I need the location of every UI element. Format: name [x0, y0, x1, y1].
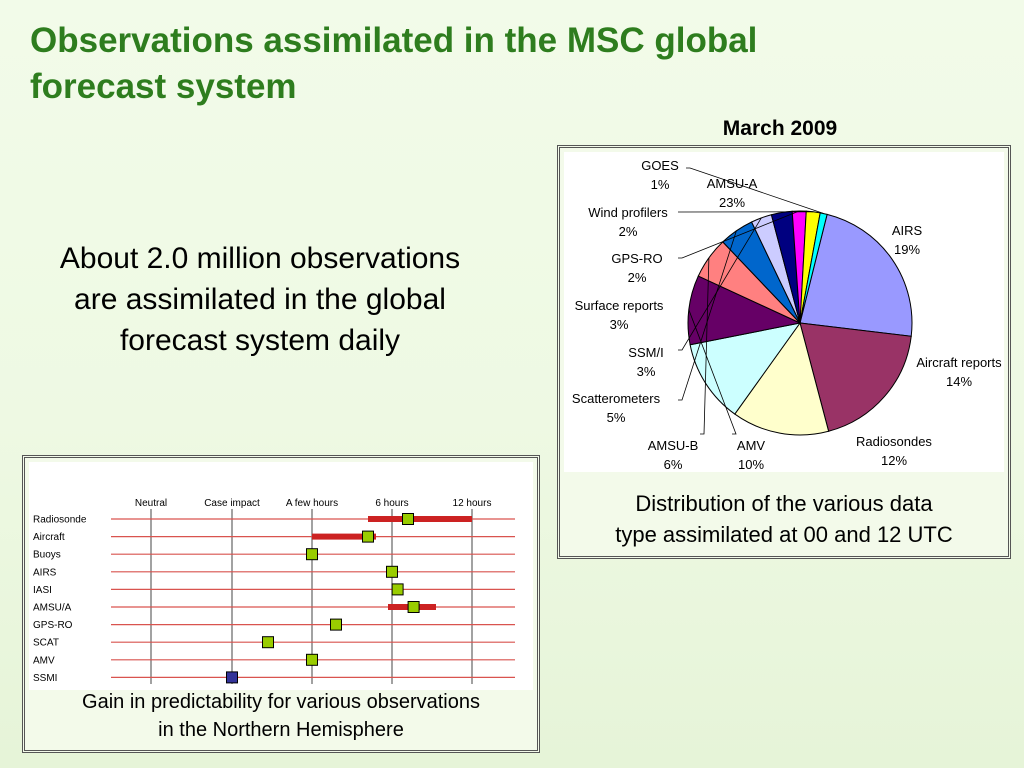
- marker-aircraft: [362, 530, 374, 543]
- column-header-6-hours: 6 hours: [375, 498, 408, 509]
- column-header-neutral: Neutral: [135, 498, 167, 509]
- pie-value-goes: 1%: [651, 177, 670, 192]
- marker-ssmi: [226, 671, 238, 684]
- pie-label-amsu-b: AMSU-B: [648, 438, 699, 453]
- pie-value-airs: 19%: [894, 242, 920, 257]
- slide-title-line2: forecast system: [30, 67, 297, 106]
- pie-value-amsu-a: 23%: [719, 195, 745, 210]
- pie-label-wind-profilers: Wind profilers: [588, 205, 668, 220]
- marker-gps-ro: [330, 618, 342, 631]
- pie-value-aircraft-reports: 14%: [946, 374, 972, 389]
- pie-chart-title: March 2009: [722, 117, 838, 140]
- gain-caption-line2: in the Northern Hemisphere: [158, 719, 404, 741]
- pie-label-gps-ro: GPS-RO: [611, 251, 662, 266]
- pie-value-surface-reports: 3%: [610, 317, 629, 332]
- range-bar-aircraft: [312, 533, 376, 540]
- pie-label-surface-reports: Surface reports: [575, 298, 664, 313]
- pie-caption-line2: type assimilated at 00 and 12 UTC: [615, 522, 953, 547]
- row-label-amv: AMV: [33, 655, 55, 666]
- pie-chart-caption: Distribution of the various data type as…: [560, 488, 1008, 550]
- row-label-iasi: IASI: [33, 585, 52, 596]
- predictability-chart-caption: Gain in predictability for various obser…: [25, 688, 537, 744]
- pie-value-scatterometers: 5%: [607, 410, 626, 425]
- row-label-buoys: Buoys: [33, 550, 61, 561]
- pie-chart: AMSU-A 23% AIRS 19% Aircraft reports 14% Radio…: [572, 158, 1002, 472]
- slide-title: Observations assimilated in the MSC glob…: [30, 18, 930, 110]
- pie-label-radiosondes: Radiosondes: [856, 434, 932, 449]
- marker-amv: [306, 653, 318, 666]
- pie-label-amv: AMV: [737, 438, 766, 453]
- predictability-chart-area: Neutral Case impact A few hours 6 hours 12 h…: [29, 462, 533, 690]
- pie-label-goes: GOES: [641, 158, 679, 173]
- pie-label-amsu-a: AMSU-A: [707, 176, 758, 191]
- marker-radiosonde: [402, 513, 414, 525]
- pie-label-aircraft-reports: Aircraft reports: [916, 355, 1002, 370]
- pie-slice-aircraft-reports: [734, 321, 830, 436]
- pie-leader-line-gps-ro: [678, 210, 800, 259]
- observations-claim: About 2.0 million observations are assim…: [30, 238, 490, 361]
- row-label-gps-ro: GPS-RO: [33, 620, 73, 631]
- row-label-aircraft: Aircraft: [33, 532, 65, 543]
- row-label-radiosonde: Radiosonde: [33, 515, 87, 526]
- row-label-amsu-a: AMSU/A: [33, 603, 72, 614]
- marker-iasi: [391, 583, 404, 596]
- pie-leader-line-goes: [686, 167, 824, 214]
- range-bar-radiosonde: [368, 516, 472, 522]
- claim-line2: are assimilated in the global: [74, 283, 446, 316]
- pie-leader-line-scatterometers: [678, 230, 737, 401]
- pie-value-wind-profilers: 2%: [619, 224, 638, 239]
- row-label-scat: SCAT: [33, 638, 59, 649]
- pie-leader-line-ssm-i: [678, 217, 762, 351]
- pie-value-amv: 10%: [738, 457, 764, 472]
- column-header-case-impact: Case impact: [204, 498, 260, 509]
- pie-value-amsu-b: 6%: [664, 457, 683, 472]
- pie-value-ssm-i: 3%: [637, 364, 656, 379]
- pie-caption-line1: Distribution of the various data: [635, 491, 933, 516]
- predictability-chart: Neutral Case impact A few hours 6 hours 12 h…: [33, 498, 515, 684]
- pie-slice-amsu-a: [799, 213, 913, 337]
- column-header-a-few-hours: A few hours: [286, 498, 338, 509]
- column-header-12-hours: 12 hours: [453, 498, 492, 509]
- row-label-airs: AIRS: [33, 567, 57, 578]
- pie-label-scatterometers: Scatterometers: [572, 391, 661, 406]
- pie-chart-area: AMSU-A 23% AIRS 19% Aircraft reports 14% Radio…: [564, 152, 1004, 472]
- predictability-chart-panel: Neutral Case impact A few hours 6 hours 12 h…: [22, 455, 540, 753]
- pie-value-radiosondes: 12%: [881, 453, 907, 468]
- pie-value-gps-ro: 2%: [628, 270, 647, 285]
- marker-buoys: [306, 548, 318, 561]
- gain-caption-line1: Gain in predictability for various obser…: [82, 691, 480, 713]
- marker-scat: [262, 636, 274, 649]
- pie-chart-panel: AMSU-A 23% AIRS 19% Aircraft reports 14% Radio…: [557, 145, 1011, 559]
- marker-amsu-a: [407, 601, 420, 613]
- row-label-ssmi: SSMI: [33, 673, 57, 684]
- pie-label-ssm-i: SSM/I: [628, 345, 663, 360]
- pie-leader-line-amv: [688, 309, 737, 435]
- slide-title-line1: Observations assimilated in the MSC glob…: [30, 21, 758, 60]
- claim-line1: About 2.0 million observations: [59, 242, 461, 275]
- pie-slice-radiosondes: [689, 322, 802, 415]
- pie-leader-line-amsu-b: [700, 257, 710, 435]
- pie-label-airs: AIRS: [892, 223, 923, 238]
- marker-airs: [386, 565, 398, 578]
- claim-line3: forecast system daily: [119, 324, 401, 357]
- pie-slice-airs: [799, 322, 912, 432]
